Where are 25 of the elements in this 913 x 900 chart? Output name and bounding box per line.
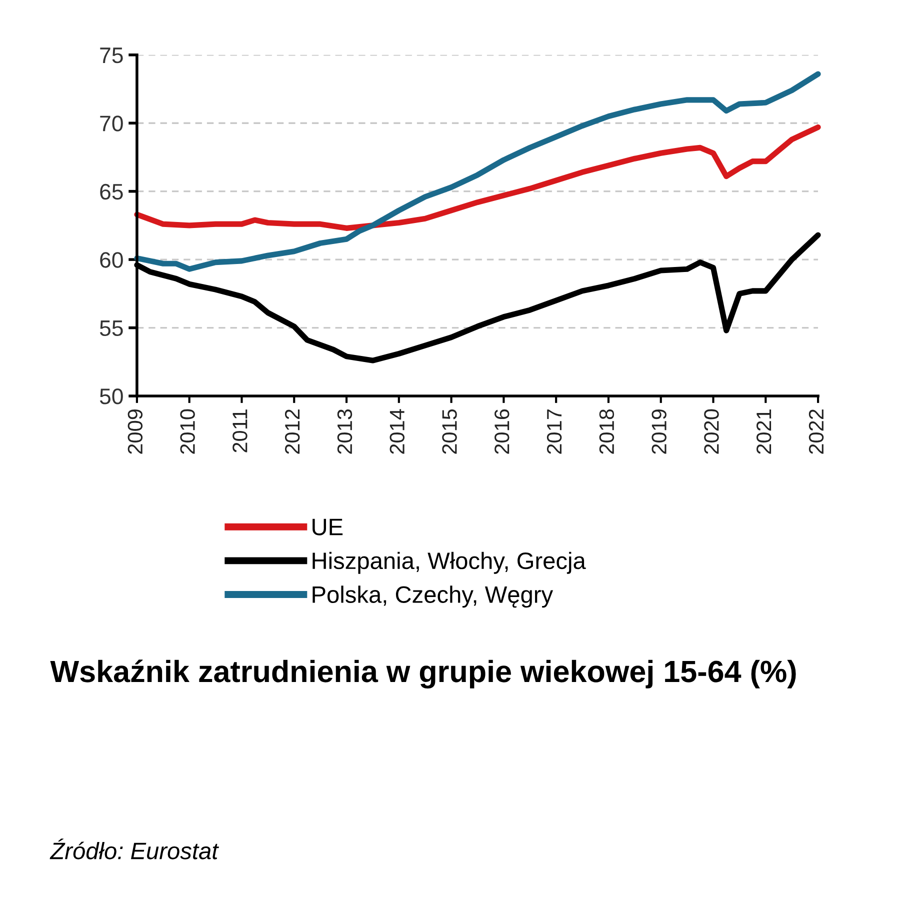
legend-label: Polska, Czechy, Węgry xyxy=(312,586,554,608)
text: Wskaźnik zatrudnienia w grupie wiekowej 15-64 (%) xyxy=(50,660,796,688)
y-tick-label: 55 xyxy=(100,320,123,336)
x-tick-label: 2019 xyxy=(652,409,666,454)
y-tick-label: 70 xyxy=(100,116,123,132)
x-tick-label: 2016 xyxy=(494,409,510,454)
x-tick-label: 2020 xyxy=(704,409,719,454)
y-tick-label: 50 xyxy=(100,388,123,404)
legend-label: UE xyxy=(312,518,343,536)
x-tick-label: 2015 xyxy=(442,409,457,454)
x-tick-label: 2021 xyxy=(756,410,772,454)
y-tick-label: 60 xyxy=(100,252,123,268)
x-tick-label: 2012 xyxy=(284,410,300,454)
y-tick-label: 65 xyxy=(100,184,123,200)
text: Źródło: Eurostat xyxy=(50,838,220,860)
x-tick-label: 2011 xyxy=(232,410,248,452)
legend-label: Hiszpania, Włochy, Grecja xyxy=(312,552,586,574)
x-tick-label: 2009 xyxy=(128,409,143,454)
x-tick-label: 2017 xyxy=(546,410,562,454)
x-tick-label: 2022 xyxy=(808,410,824,454)
x-tick-label: 2013 xyxy=(337,409,352,454)
y-tick-label: 75 xyxy=(100,48,123,64)
x-tick-label: 2014 xyxy=(390,409,405,454)
x-tick-label: 2018 xyxy=(599,409,614,454)
x-tick-label: 2010 xyxy=(180,409,195,454)
